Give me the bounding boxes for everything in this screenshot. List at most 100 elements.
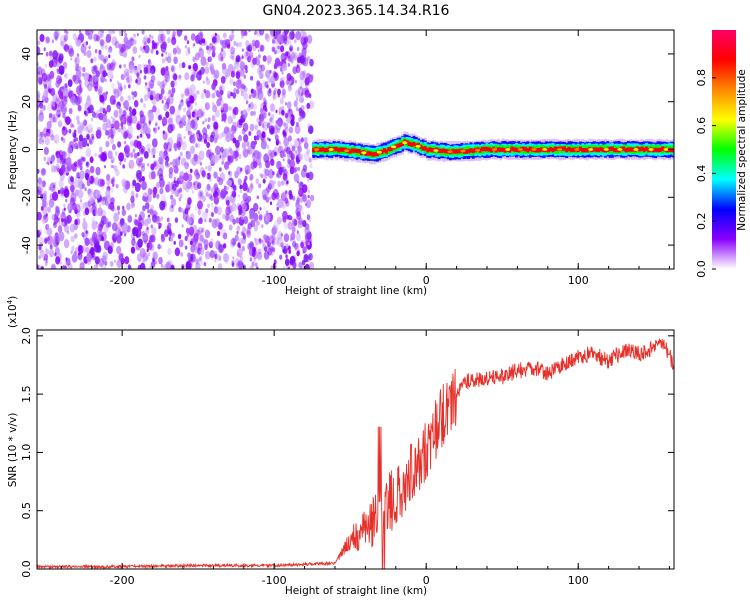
heatmap-noise-cell bbox=[151, 138, 158, 148]
heatmap-noise-cell bbox=[197, 34, 202, 41]
heatmap-noise-cell bbox=[58, 221, 61, 226]
heatmap-noise-cell bbox=[211, 36, 217, 44]
heatmap-noise-cell bbox=[109, 62, 115, 71]
heatmap-noise-cell bbox=[152, 186, 158, 195]
heatmap-noise-cell bbox=[141, 165, 146, 172]
heatmap-noise-cell bbox=[118, 107, 123, 115]
heatmap-peak-cell bbox=[603, 148, 609, 151]
heatmap-noise-cell bbox=[67, 146, 73, 154]
heatmap-noise-cell bbox=[138, 214, 142, 221]
heatmap-noise-cell bbox=[181, 141, 187, 150]
heatmap-noise-cell bbox=[289, 215, 293, 221]
heatmap-noise-cell bbox=[38, 236, 44, 246]
heatmap-noise-cell bbox=[164, 229, 169, 238]
heatmap-noise-cell bbox=[138, 54, 141, 59]
heatmap-noise-cell bbox=[236, 261, 242, 269]
heatmap-noise-cell bbox=[299, 70, 306, 81]
heatmap-noise-cell bbox=[127, 95, 132, 101]
heatmap-noise-cell bbox=[290, 232, 296, 241]
heatmap-noise-cell bbox=[88, 31, 94, 41]
heatmap-noise-cell bbox=[245, 100, 249, 105]
heatmap-noise-cell bbox=[297, 166, 301, 172]
heatmap-noise-cell bbox=[266, 122, 271, 129]
heatmap-noise-cell bbox=[118, 82, 123, 90]
heatmap-signal-cell bbox=[487, 147, 491, 152]
heatmap-noise-cell bbox=[163, 104, 168, 112]
heatmap-noise-cell bbox=[37, 66, 43, 75]
heatmap-noise-cell bbox=[151, 35, 154, 40]
heatmap-signal-cell bbox=[371, 152, 375, 157]
heatmap-noise-cell bbox=[257, 248, 262, 255]
heatmap-noise-cell bbox=[58, 53, 64, 61]
heatmap-noise-cell bbox=[261, 240, 266, 246]
heatmap-noise-cell bbox=[236, 230, 239, 235]
heatmap-noise-cell bbox=[184, 235, 188, 242]
heatmap-noise-cell bbox=[57, 88, 64, 98]
heatmap-noise-cell bbox=[112, 88, 117, 94]
heatmap-noise-cell bbox=[123, 84, 127, 90]
heatmap-noise-cell bbox=[171, 232, 175, 238]
heatmap-noise-cell bbox=[56, 68, 59, 72]
heatmap-noise-cell bbox=[232, 81, 236, 87]
heatmap-noise-cell bbox=[111, 222, 118, 232]
heatmap-signal-cell bbox=[583, 148, 587, 153]
heatmap-noise-cell bbox=[125, 103, 128, 107]
heatmap-noise-cell bbox=[253, 148, 256, 152]
heatmap-noise-cell bbox=[121, 152, 125, 157]
heatmap-noise-cell bbox=[59, 92, 64, 100]
heatmap-noise-cell bbox=[301, 244, 304, 249]
heatmap-signal-cell bbox=[540, 147, 544, 152]
heatmap-noise-cell bbox=[180, 93, 185, 99]
heatmap-noise-cell bbox=[206, 78, 211, 86]
heatmap-noise-cell bbox=[96, 35, 101, 42]
heatmap-noise-cell bbox=[238, 41, 242, 48]
heatmap-noise-cell bbox=[116, 259, 122, 269]
heatmap-noise-cell bbox=[262, 112, 266, 119]
heatmap-noise-cell bbox=[44, 77, 47, 83]
heatmap-signal-cell bbox=[631, 147, 635, 152]
heatmap-noise-cell bbox=[242, 234, 246, 240]
heatmap-noise-cell bbox=[265, 210, 269, 216]
heatmap-noise-cell bbox=[111, 179, 115, 186]
heatmap-noise-cell bbox=[96, 234, 101, 242]
heatmap-noise-cell bbox=[282, 173, 288, 181]
heatmap-signal-cell bbox=[594, 147, 598, 152]
heatmap-noise-cell bbox=[281, 180, 285, 186]
heatmap-noise-cell bbox=[247, 106, 251, 112]
heatmap-noise-cell bbox=[144, 44, 150, 54]
heatmap-signal-cell bbox=[547, 148, 550, 153]
heatmap-noise-cell bbox=[202, 238, 206, 244]
heatmap-noise-cell bbox=[222, 232, 228, 240]
heatmap-noise-cell bbox=[187, 118, 191, 125]
heatmap-noise-cell bbox=[131, 56, 135, 62]
heatmap-noise-cell bbox=[206, 45, 210, 51]
heatmap-noise-cell bbox=[213, 195, 220, 205]
heatmap-noise-cell bbox=[85, 148, 92, 158]
heatmap-noise-cell bbox=[202, 80, 205, 84]
heatmap-noise-cell bbox=[288, 108, 291, 112]
heatmap-noise-cell bbox=[105, 189, 111, 198]
heatmap-noise-cell bbox=[133, 100, 139, 108]
heatmap-noise-cell bbox=[157, 126, 160, 130]
heatmap-noise-cell bbox=[186, 109, 192, 118]
heatmap-noise-cell bbox=[295, 200, 300, 209]
heatmap-noise-cell bbox=[213, 171, 218, 179]
heatmap-noise-cell bbox=[284, 112, 289, 119]
heatmap-noise-cell bbox=[275, 44, 281, 54]
y-tick-label: 1.5 bbox=[20, 385, 33, 403]
heatmap-signal-cell bbox=[640, 146, 644, 151]
heatmap-signal-cell bbox=[335, 146, 338, 152]
heatmap-noise-cell bbox=[167, 248, 172, 256]
heatmap-noise-cell bbox=[198, 48, 205, 58]
heatmap-noise-cell bbox=[55, 206, 60, 214]
heatmap-noise-cell bbox=[262, 124, 265, 129]
heatmap-peak-cell bbox=[557, 148, 563, 151]
heatmap-noise-cell bbox=[223, 253, 229, 263]
heatmap-signal-cell bbox=[389, 146, 393, 152]
heatmap-noise-cell bbox=[304, 89, 310, 98]
heatmap-noise-cell bbox=[253, 110, 256, 116]
heatmap-noise-cell bbox=[167, 137, 174, 148]
heatmap-noise-cell bbox=[285, 102, 287, 106]
heatmap-noise-cell bbox=[107, 246, 113, 254]
heatmap-noise-cell bbox=[289, 260, 294, 266]
